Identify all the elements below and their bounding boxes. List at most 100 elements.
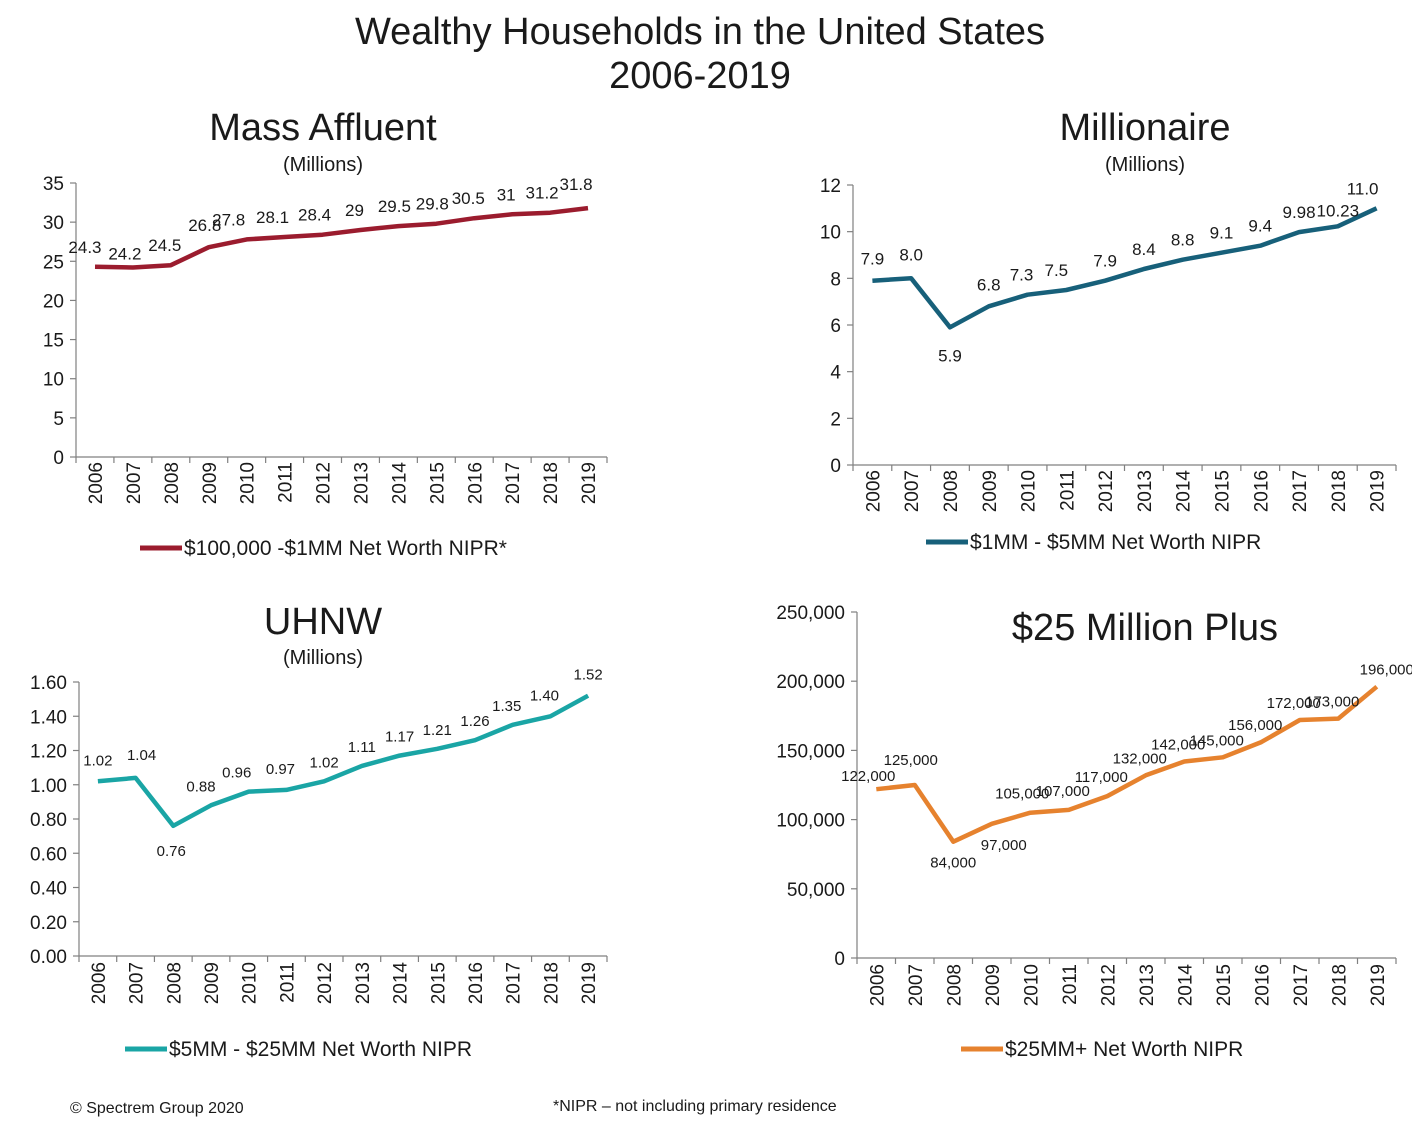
data-label: 29.8 — [416, 195, 449, 214]
x-tick-label: 2009 — [983, 964, 1004, 1006]
data-label: 145,000 — [1190, 732, 1244, 749]
y-tick-label: 0.80 — [30, 810, 67, 831]
data-label: 1.21 — [423, 722, 452, 739]
y-tick-label: 50,000 — [787, 880, 845, 901]
data-label: 29 — [345, 201, 364, 220]
data-label: 0.97 — [266, 761, 295, 778]
data-label: 7.9 — [1093, 252, 1117, 271]
data-label: 1.11 — [348, 739, 376, 756]
y-tick-label: 1.40 — [30, 707, 67, 728]
chart-title: $25 Million Plus — [1012, 607, 1278, 649]
chart-svg: Millionaire (Millions) 0 2 4 6 8 10 12 2006 2007 20… — [820, 107, 1397, 554]
x-tick-label: 2008 — [162, 462, 183, 504]
y-tick-label: 0.00 — [30, 947, 67, 968]
y-tick-label: 0 — [834, 949, 845, 970]
data-label: 9.1 — [1210, 224, 1234, 243]
data-label: 24.5 — [148, 236, 181, 255]
x-tick-label: 2013 — [1137, 964, 1158, 1006]
chart-legend: $100,000 -$1MM Net Worth NIPR* — [140, 537, 507, 560]
x-tick-label: 2009 — [980, 470, 1001, 512]
x-tick-label: 2009 — [200, 462, 221, 504]
x-tick-label: 2016 — [1252, 964, 1273, 1006]
x-tick-label: 2010 — [238, 462, 259, 504]
x-tick-label: 2014 — [1174, 470, 1195, 513]
data-label: 31.8 — [559, 175, 592, 194]
y-tick-label: 0 — [830, 456, 841, 477]
x-tick-label: 2007 — [127, 962, 148, 1004]
x-tick-label: 2010 — [1021, 964, 1042, 1006]
data-label: 1.04 — [127, 747, 156, 764]
data-label: 7.9 — [861, 250, 885, 269]
data-label: 30.5 — [452, 189, 485, 208]
x-tick-label: 2013 — [351, 462, 372, 504]
copyright-text: © Spectrem Group 2020 — [70, 1100, 244, 1117]
page-title: Wealthy Households in the United States … — [0, 10, 1400, 98]
data-label: 31 — [497, 185, 516, 204]
x-tick-label: 2012 — [315, 962, 336, 1004]
y-tick-label: 25 — [43, 252, 64, 273]
data-label: 196,000 — [1360, 662, 1412, 679]
chart-millionaire: Millionaire (Millions) 0 2 4 6 8 10 12 2006 2007 20… — [706, 100, 1412, 580]
y-tick-label: 4 — [830, 363, 841, 384]
x-tick-label: 2015 — [427, 462, 448, 504]
y-tick-label: 10 — [820, 223, 841, 244]
x-tick-label: 2010 — [240, 962, 261, 1004]
x-tick-label: 2017 — [1291, 964, 1312, 1006]
chart-uhnw: UHNW (Millions) 0.00 0.20 0.40 0.60 0.80 1.00 1.… — [0, 590, 706, 1080]
y-tick-label: 35 — [43, 174, 64, 195]
legend-label: $25MM+ Net Worth NIPR — [1005, 1038, 1243, 1061]
y-tick-label: 1.60 — [30, 673, 67, 694]
x-tick-label: 2019 — [1368, 964, 1389, 1006]
chart-legend: $5MM - $25MM Net Worth NIPR — [125, 1038, 472, 1061]
x-tick-label: 2012 — [1098, 964, 1119, 1006]
data-label: 0.76 — [157, 843, 186, 860]
data-label: 28.4 — [298, 206, 331, 225]
x-tick-label: 2012 — [1096, 470, 1117, 512]
data-label: 24.3 — [68, 238, 101, 257]
y-tick-label: 10 — [43, 370, 64, 391]
y-tick-label: 0.40 — [30, 879, 67, 900]
x-tick-label: 2018 — [541, 962, 562, 1004]
x-tick-label: 2014 — [1175, 964, 1196, 1007]
x-tick-label: 2007 — [906, 964, 927, 1006]
data-label: 26.8 — [188, 216, 221, 235]
y-tick-label: 0.60 — [30, 844, 67, 865]
chart-subtitle: (Millions) — [1105, 154, 1185, 176]
data-label: 8.8 — [1171, 231, 1195, 250]
page-title-line2: 2006-2019 — [609, 55, 791, 97]
chart-title: UHNW — [264, 601, 382, 643]
data-label: 24.2 — [108, 245, 141, 264]
y-tick-label: 1.20 — [30, 742, 67, 763]
data-label: 1.52 — [574, 667, 603, 684]
x-tick-label: 2010 — [1019, 470, 1040, 512]
y-tick-label: 5 — [53, 409, 64, 430]
legend-label: $5MM - $25MM Net Worth NIPR — [169, 1038, 472, 1061]
series-line — [94, 205, 589, 270]
chart-25-million-plus: $25 Million Plus 0 50,000 100,000 150,000 200… — [706, 590, 1412, 1080]
y-tick-label: 0 — [53, 448, 64, 469]
x-tick-label: 2012 — [314, 462, 335, 504]
data-label: 9.4 — [1248, 217, 1272, 236]
chart-legend: $25MM+ Net Worth NIPR — [961, 1038, 1243, 1061]
y-tick-label: 2 — [830, 409, 841, 430]
x-tick-label: 2016 — [465, 462, 486, 504]
data-label: 0.96 — [222, 765, 251, 782]
data-label: 1.17 — [385, 729, 414, 746]
y-tick-label: 200,000 — [776, 672, 845, 693]
x-tick-label: 2011 — [1057, 470, 1078, 511]
y-tick-label: 250,000 — [776, 603, 845, 624]
x-tick-label: 2015 — [428, 962, 449, 1004]
chart-svg: $25 Million Plus 0 50,000 100,000 150,000 200… — [776, 603, 1412, 1061]
x-tick-label: 2018 — [541, 462, 562, 504]
legend-label: $1MM - $5MM Net Worth NIPR — [970, 531, 1261, 554]
x-tick-label: 2007 — [902, 470, 923, 512]
data-label: 10.23 — [1317, 201, 1360, 220]
data-label: 107,000 — [1036, 783, 1090, 800]
chart-title: Mass Affluent — [209, 107, 437, 149]
chart-svg: Mass Affluent (Millions) 0 5 10 15 20 25 30 35 200… — [43, 107, 608, 560]
x-tick-label: 2015 — [1214, 964, 1235, 1006]
data-label: 8.4 — [1132, 240, 1156, 259]
y-tick-label: 30 — [43, 213, 64, 234]
chart-title: Millionaire — [1059, 107, 1230, 149]
data-label: 0.88 — [186, 778, 215, 795]
